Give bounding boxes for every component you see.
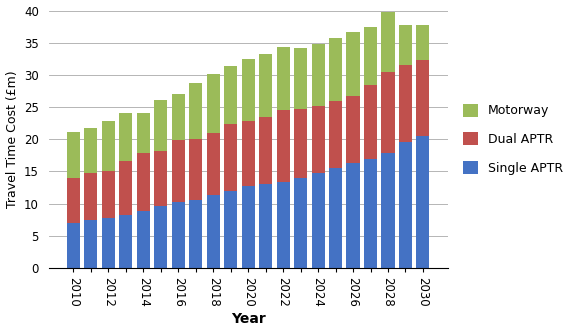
X-axis label: Year: Year: [231, 312, 266, 326]
Bar: [189, 139, 202, 201]
Bar: [416, 136, 429, 268]
Bar: [277, 110, 290, 182]
Bar: [364, 159, 377, 268]
Bar: [382, 72, 394, 153]
Bar: [224, 191, 237, 268]
Bar: [242, 121, 255, 186]
Bar: [399, 142, 412, 268]
Bar: [137, 211, 150, 268]
Bar: [137, 153, 150, 211]
Bar: [154, 151, 168, 206]
Bar: [67, 178, 80, 223]
Bar: [416, 60, 429, 136]
Bar: [294, 48, 307, 109]
Bar: [312, 173, 325, 268]
Bar: [259, 117, 272, 184]
Bar: [189, 83, 202, 139]
Legend: Motorway, Dual APTR, Single APTR: Motorway, Dual APTR, Single APTR: [458, 99, 568, 180]
Bar: [207, 74, 220, 133]
Bar: [242, 186, 255, 268]
Bar: [294, 178, 307, 268]
Bar: [102, 121, 115, 171]
Bar: [102, 171, 115, 218]
Bar: [172, 140, 185, 202]
Bar: [347, 33, 359, 96]
Bar: [84, 128, 98, 173]
Bar: [242, 59, 255, 121]
Bar: [382, 12, 394, 72]
Bar: [277, 182, 290, 268]
Bar: [172, 94, 185, 140]
Bar: [329, 101, 342, 168]
Bar: [207, 195, 220, 268]
Bar: [137, 113, 150, 153]
Bar: [416, 25, 429, 60]
Bar: [329, 38, 342, 101]
Bar: [347, 163, 359, 268]
Bar: [399, 25, 412, 65]
Bar: [67, 223, 80, 268]
Bar: [84, 173, 98, 220]
Bar: [312, 106, 325, 173]
Bar: [399, 65, 412, 142]
Bar: [329, 168, 342, 268]
Y-axis label: Travel Time Cost (£m): Travel Time Cost (£m): [6, 70, 18, 208]
Bar: [119, 214, 133, 268]
Bar: [259, 184, 272, 268]
Bar: [189, 201, 202, 268]
Bar: [312, 44, 325, 106]
Bar: [84, 220, 98, 268]
Bar: [382, 153, 394, 268]
Bar: [294, 109, 307, 178]
Bar: [364, 27, 377, 85]
Bar: [67, 132, 80, 178]
Bar: [259, 54, 272, 117]
Bar: [207, 133, 220, 195]
Bar: [119, 161, 133, 214]
Bar: [154, 206, 168, 268]
Bar: [172, 202, 185, 268]
Bar: [364, 85, 377, 159]
Bar: [224, 66, 237, 124]
Bar: [154, 100, 168, 151]
Bar: [102, 218, 115, 268]
Bar: [277, 46, 290, 110]
Bar: [119, 113, 133, 161]
Bar: [224, 124, 237, 191]
Bar: [347, 96, 359, 163]
